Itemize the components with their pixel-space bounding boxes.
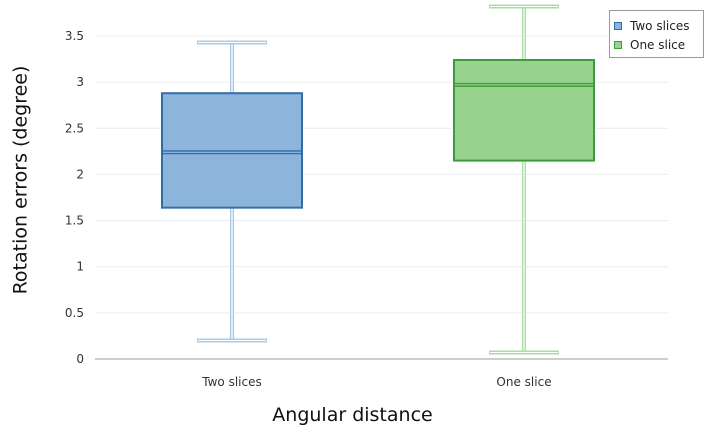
- iqr-box: [453, 58, 595, 162]
- y-tick-label: 1.5: [65, 214, 84, 228]
- y-tick-label: 2.5: [65, 121, 84, 135]
- x-tick-label: One slice: [496, 375, 551, 389]
- box-one-slice: [453, 4, 595, 355]
- y-tick-label: 1: [76, 260, 84, 274]
- legend[interactable]: Two slices One slice: [609, 10, 704, 58]
- legend-label-one-slice: One slice: [630, 37, 686, 52]
- y-tick-label: 0.5: [65, 306, 84, 320]
- legend-swatch-one-slice: [614, 40, 622, 49]
- y-axis-label: Rotation errors (degree): [9, 65, 32, 295]
- x-axis-label: Angular distance: [272, 404, 433, 426]
- y-tick-label: 2: [76, 167, 84, 181]
- y-axis-label-container: Rotation errors (degree): [0, 0, 40, 360]
- legend-swatch-two-slices: [614, 21, 622, 30]
- legend-item-one-slice[interactable]: One slice: [614, 35, 699, 54]
- y-axis-ticks: 0 0.5 1 1.5 2 2.5 3 3.5: [65, 29, 84, 366]
- box-two-slices: [161, 40, 303, 343]
- x-tick-label: Two slices: [201, 375, 261, 389]
- y-tick-label: 0: [76, 352, 84, 366]
- legend-label-two-slices: Two slices: [630, 18, 690, 33]
- y-tick-label: 3.5: [65, 29, 84, 43]
- y-tick-label: 3: [76, 75, 84, 89]
- boxes: [161, 4, 595, 355]
- x-axis-ticks: Two slices One slice: [201, 375, 551, 389]
- legend-item-two-slices[interactable]: Two slices: [614, 16, 699, 35]
